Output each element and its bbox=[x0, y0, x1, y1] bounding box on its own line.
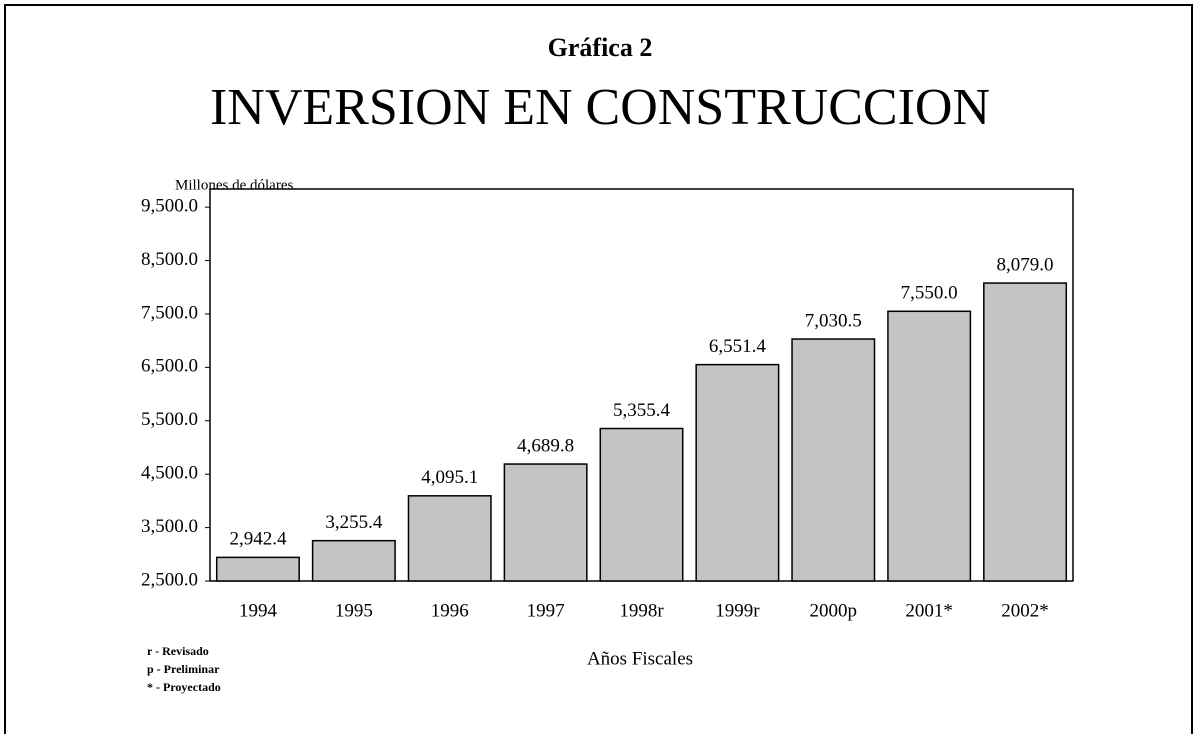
x-tick-label: 1997 bbox=[527, 600, 565, 621]
bar bbox=[407, 495, 492, 582]
bar bbox=[215, 556, 300, 582]
value-label: 4,095.1 bbox=[421, 467, 478, 488]
y-tick-label: 3,500.0 bbox=[141, 516, 198, 537]
value-label: 8,079.0 bbox=[997, 254, 1054, 275]
y-tick-label: 9,500.0 bbox=[141, 196, 198, 217]
y-tick-label: 2,500.0 bbox=[141, 569, 198, 590]
x-tick-label: 2001* bbox=[905, 600, 953, 621]
footnote: p - Preliminar bbox=[147, 662, 220, 676]
y-tick-label: 6,500.0 bbox=[141, 356, 198, 377]
value-label: 3,255.4 bbox=[325, 512, 383, 533]
value-label: 2,942.4 bbox=[229, 529, 287, 550]
bar bbox=[695, 363, 780, 582]
value-label: 7,030.5 bbox=[805, 310, 862, 331]
value-label: 5,355.4 bbox=[613, 400, 671, 421]
footnote: r - Revisado bbox=[147, 644, 209, 658]
bar bbox=[983, 282, 1068, 582]
bar bbox=[311, 539, 396, 582]
value-label: 6,551.4 bbox=[709, 336, 767, 357]
x-tick-label: 2002* bbox=[1001, 600, 1049, 621]
x-tick-label: 2000p bbox=[810, 600, 858, 621]
y-tick-label: 8,500.0 bbox=[141, 249, 198, 270]
frame bbox=[4, 4, 1193, 734]
x-tick-label: 1998r bbox=[619, 600, 664, 621]
value-label: 4,689.8 bbox=[517, 435, 574, 456]
chart-title: INVERSION EN CONSTRUCCION bbox=[210, 79, 990, 136]
x-tick-label: 1996 bbox=[431, 600, 469, 621]
x-tick-label: 1995 bbox=[335, 600, 373, 621]
footnote: * - Proyectado bbox=[147, 680, 221, 694]
y-axis-label: Millones de dólares bbox=[175, 177, 293, 193]
bar bbox=[791, 338, 876, 582]
bar bbox=[599, 427, 684, 582]
x-tick-label: 1999r bbox=[715, 600, 760, 621]
y-tick-label: 5,500.0 bbox=[141, 409, 198, 430]
y-tick-label: 4,500.0 bbox=[141, 463, 198, 484]
x-tick-label: 1994 bbox=[239, 600, 278, 621]
chart-subtitle: Gráfica 2 bbox=[548, 33, 653, 62]
x-axis-label: Años Fiscales bbox=[587, 648, 693, 669]
y-tick-label: 7,500.0 bbox=[141, 302, 198, 323]
bar bbox=[503, 463, 588, 582]
value-label: 7,550.0 bbox=[901, 283, 958, 304]
bar bbox=[887, 310, 972, 582]
